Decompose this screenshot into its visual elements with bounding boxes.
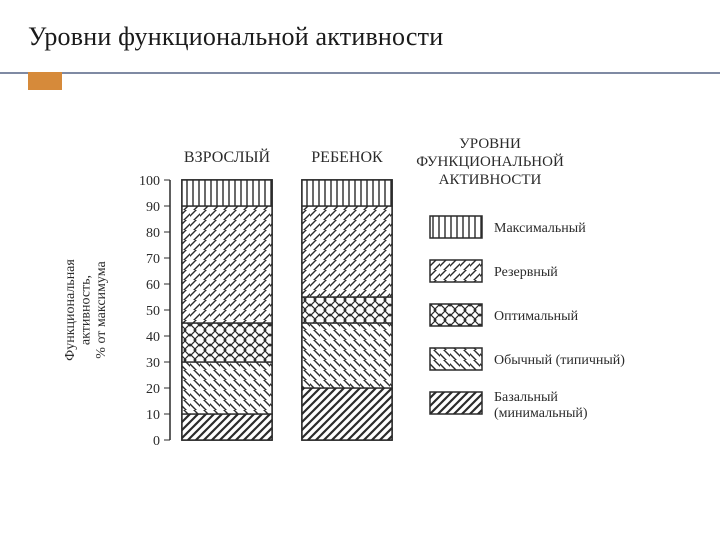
svg-text:Базальный: Базальный xyxy=(494,390,558,405)
svg-text:ФУНКЦИОНАЛЬНОЙ: ФУНКЦИОНАЛЬНОЙ xyxy=(416,153,564,170)
title-rule xyxy=(0,72,720,74)
chart-svg: 0 10 20 30 40 50 60 70 80 90 100 Функциональнаяакти… xyxy=(40,120,680,490)
svg-text:60: 60 xyxy=(146,278,160,293)
svg-text:Обычный (типичный): Обычный (типичный) xyxy=(494,353,625,368)
svg-text:0: 0 xyxy=(153,434,160,449)
svg-text:40: 40 xyxy=(146,330,160,345)
svg-text:50: 50 xyxy=(146,304,160,319)
page-title: Уровни функциональной активности xyxy=(28,22,443,52)
accent-block xyxy=(28,72,62,90)
svg-text:ВЗРОСЛЫЙ: ВЗРОСЛЫЙ xyxy=(184,147,271,166)
svg-text:100: 100 xyxy=(139,174,160,189)
functional-activity-chart: 0 10 20 30 40 50 60 70 80 90 100 Функциональнаяакти… xyxy=(40,120,680,490)
svg-text:УРОВНИ: УРОВНИ xyxy=(459,136,521,152)
svg-text:(минимальный): (минимальный) xyxy=(494,406,588,421)
svg-text:70: 70 xyxy=(146,252,160,267)
svg-text:Резервный: Резервный xyxy=(494,265,558,280)
svg-text:РЕБЕНОК: РЕБЕНОК xyxy=(311,149,383,166)
svg-text:90: 90 xyxy=(146,200,160,215)
svg-text:Функциональнаяактивность,% от: Функциональнаяактивность,% от максимума xyxy=(63,259,109,361)
svg-text:20: 20 xyxy=(146,382,160,397)
svg-text:Максимальный: Максимальный xyxy=(494,221,586,236)
svg-text:10: 10 xyxy=(146,408,160,423)
svg-text:30: 30 xyxy=(146,356,160,371)
slide: Уровни функциональной активности xyxy=(0,0,720,540)
svg-text:Оптимальный: Оптимальный xyxy=(494,309,579,324)
svg-text:80: 80 xyxy=(146,226,160,241)
svg-text:АКТИВНОСТИ: АКТИВНОСТИ xyxy=(439,172,542,188)
